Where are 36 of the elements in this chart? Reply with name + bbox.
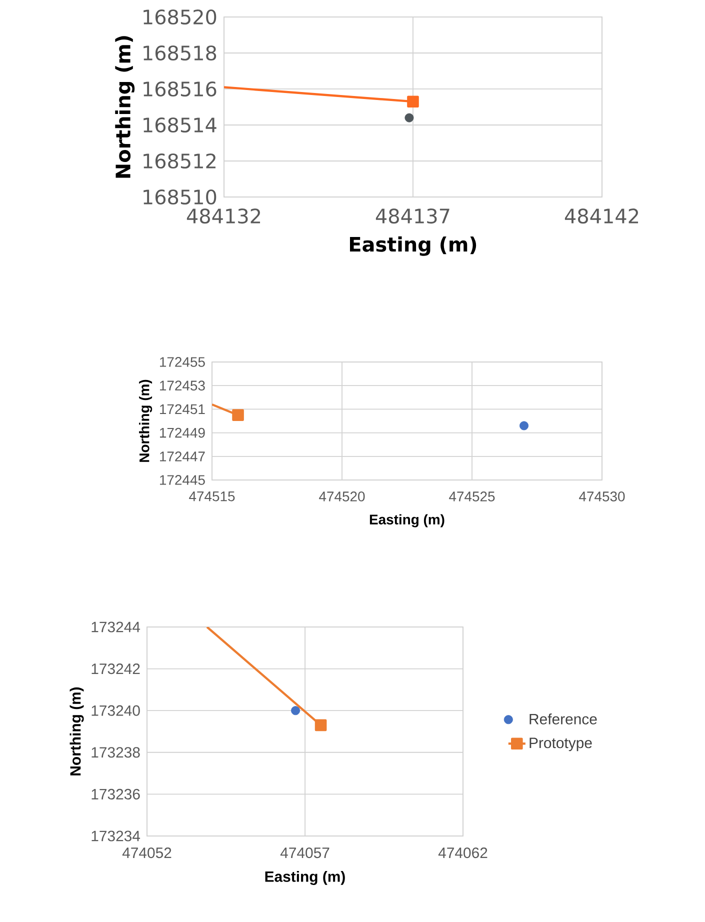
x-tick-label: 474062 xyxy=(438,848,488,858)
y-tick-label: 173242 xyxy=(92,664,140,674)
y-tick-label: 173236 xyxy=(92,788,140,800)
y-tick-label: 168516 xyxy=(144,81,216,97)
y-axis-title: Northing (m) xyxy=(70,687,84,776)
y-axis-title: Northing (m) xyxy=(115,36,135,178)
x-tick-label: 484137 xyxy=(376,208,450,224)
y-tick-label: 168514 xyxy=(144,117,216,133)
legend-label: Reference xyxy=(530,713,597,724)
y-tick-label: 173234 xyxy=(92,830,140,842)
y-tick-label: 172449 xyxy=(160,428,205,438)
x-axis-title: Easting (m) xyxy=(265,870,345,885)
y-axis-title: Northing (m) xyxy=(139,380,152,462)
x-tick-label: 474525 xyxy=(449,492,495,502)
x-tick-label: 484142 xyxy=(564,208,638,224)
y-tick-label: 172453 xyxy=(160,380,205,391)
legend-label: Prototype xyxy=(530,738,592,752)
x-tick-label: 474530 xyxy=(579,492,625,502)
x-tick-label: 474052 xyxy=(122,848,172,858)
x-axis-title: Easting (m) xyxy=(370,514,444,528)
x-axis-title: Easting (m) xyxy=(350,236,476,256)
y-tick-label: 168520 xyxy=(144,9,216,25)
y-tick-label: 172455 xyxy=(160,357,205,367)
y-tick-label: 168518 xyxy=(144,45,216,61)
x-tick-label: 474057 xyxy=(280,848,330,858)
y-tick-label: 173240 xyxy=(92,705,140,716)
x-tick-label: 474520 xyxy=(319,492,365,502)
x-tick-label: 484132 xyxy=(186,208,260,224)
y-tick-label: 172451 xyxy=(160,404,205,414)
y-tick-label: 173244 xyxy=(92,622,140,632)
y-tick-label: 173238 xyxy=(92,747,140,758)
y-tick-label: 168512 xyxy=(144,153,216,169)
y-tick-label: 172445 xyxy=(160,475,205,485)
x-tick-label: 474515 xyxy=(189,492,235,502)
y-tick-label: 168510 xyxy=(144,189,216,205)
y-tick-label: 172447 xyxy=(160,452,205,462)
